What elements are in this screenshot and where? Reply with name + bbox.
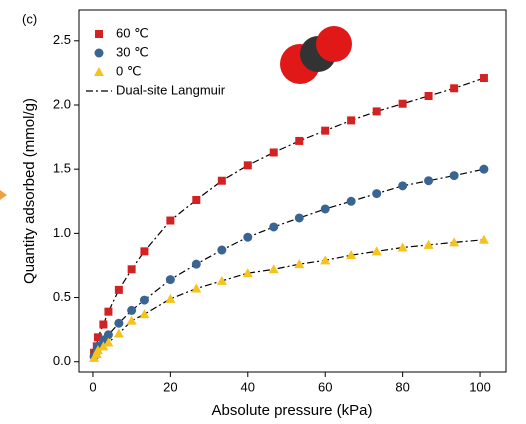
marker-triangle	[449, 237, 460, 247]
x-tick-label: 20	[163, 379, 177, 394]
marker-square	[166, 216, 175, 225]
y-axis-title: Quantity adsorbed (mmol/g)	[21, 98, 38, 284]
fit-line	[93, 168, 485, 357]
panel-label: (c)	[22, 11, 37, 26]
x-tick-label: 100	[469, 379, 491, 394]
y-tick-label: 2.0	[53, 96, 71, 111]
y-tick-label: 0.5	[53, 289, 71, 304]
marker-square	[424, 92, 433, 101]
marker-circle	[320, 204, 330, 214]
marker-circle	[294, 213, 304, 223]
marker-triangle	[94, 67, 104, 76]
marker-square	[398, 99, 407, 108]
marker-triangle	[113, 328, 124, 338]
marker-circle	[243, 232, 253, 242]
legend-label: 0 ℃	[116, 63, 141, 78]
marker-triangle	[268, 264, 279, 274]
marker-square	[243, 161, 252, 170]
legend-label: 60 ℃	[116, 25, 149, 40]
legend-label: 30 ℃	[116, 44, 149, 59]
marker-triangle	[165, 293, 176, 303]
x-tick-label: 80	[395, 379, 409, 394]
marker-triangle	[346, 250, 357, 260]
marker-triangle	[371, 246, 382, 256]
y-tick-label: 1.0	[53, 225, 71, 240]
marker-square	[93, 333, 102, 342]
marker-circle	[191, 259, 201, 269]
marker-circle	[372, 189, 382, 199]
marker-circle	[114, 318, 124, 328]
y-tick-label: 2.5	[53, 32, 71, 47]
marker-square	[95, 30, 103, 38]
x-axis-title: Absolute pressure (kPa)	[212, 402, 373, 419]
marker-circle	[269, 222, 279, 232]
y-tick-label: 0.0	[53, 353, 71, 368]
edge-arrow	[0, 190, 7, 200]
marker-triangle	[103, 337, 114, 347]
co2-molecule	[280, 26, 352, 84]
marker-square	[127, 265, 136, 274]
marker-circle	[103, 330, 113, 340]
marker-square	[217, 176, 226, 185]
marker-square	[140, 247, 149, 256]
marker-square	[114, 285, 123, 294]
marker-triangle	[92, 345, 103, 355]
marker-triangle	[423, 239, 434, 249]
x-tick-label: 60	[318, 379, 332, 394]
marker-square	[450, 84, 459, 93]
marker-square	[347, 116, 356, 125]
marker-circle	[398, 181, 408, 191]
marker-triangle	[397, 242, 408, 252]
marker-circle	[127, 305, 137, 315]
marker-square	[295, 136, 304, 145]
legend-label: Dual-site Langmuir	[116, 82, 226, 97]
fit-line	[93, 77, 485, 353]
marker-square	[192, 195, 201, 204]
y-tick-label: 1.5	[53, 161, 71, 176]
marker-circle	[139, 295, 149, 305]
marker-triangle	[191, 283, 202, 293]
marker-square	[104, 307, 113, 316]
marker-square	[479, 74, 488, 83]
marker-triangle	[98, 341, 109, 351]
marker-square	[321, 126, 330, 135]
plot-frame	[78, 9, 507, 373]
marker-triangle	[242, 268, 253, 278]
marker-triangle	[126, 315, 137, 325]
marker-triangle	[294, 259, 305, 269]
marker-triangle	[216, 275, 227, 285]
marker-circle	[165, 275, 175, 285]
marker-circle	[479, 164, 489, 174]
marker-triangle	[320, 255, 331, 265]
marker-triangle	[478, 234, 489, 244]
marker-circle	[217, 245, 227, 255]
marker-circle	[424, 176, 434, 186]
marker-square	[372, 107, 381, 116]
marker-triangle	[139, 309, 150, 319]
x-tick-label: 40	[241, 379, 255, 394]
fit-line	[93, 239, 484, 359]
marker-square	[99, 320, 108, 329]
x-tick-label: 0	[89, 379, 96, 394]
marker-circle	[449, 171, 459, 181]
marker-circle	[94, 48, 104, 58]
marker-square	[269, 148, 278, 157]
marker-circle	[346, 196, 356, 206]
